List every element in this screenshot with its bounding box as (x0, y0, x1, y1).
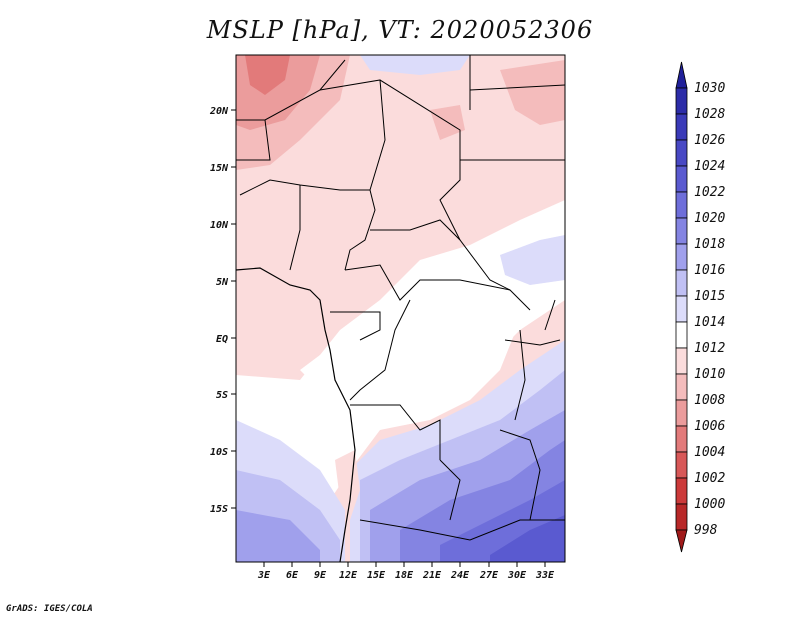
lat-tick-label: 15N (210, 163, 229, 174)
colorbar-label: 1008 (694, 393, 725, 408)
colorbar-swatch (675, 373, 688, 401)
colorbar-label: 1030 (694, 81, 725, 96)
map-frame (235, 54, 566, 563)
colorbar-labels: 1030 1028 1026 1024 1022 1020 1018 1016 … (694, 81, 725, 538)
colorbar-label: 1024 (694, 159, 725, 174)
lon-tick-label: 27E (479, 570, 499, 581)
colorbar-label: 1014 (694, 315, 725, 330)
lon-tick-label: 15E (367, 570, 386, 581)
colorbar-label: 998 (694, 523, 718, 538)
lon-tick-label: 30E (507, 570, 527, 581)
colorbar (675, 61, 688, 553)
colorbar-swatch (675, 113, 688, 141)
colorbar-label: 1004 (694, 445, 725, 460)
lon-tick-labels: 3E 6E 9E 12E 15E 18E 21E 24E 27E 30E 33E (257, 570, 555, 581)
colorbar-swatch (675, 503, 688, 531)
lon-tick-label: 21E (422, 570, 442, 581)
coastline (235, 267, 356, 563)
lon-axis (263, 562, 546, 567)
colorbar-swatch (675, 139, 688, 167)
colorbar-swatch (675, 425, 688, 453)
lat-tick-label: 20N (209, 106, 229, 117)
colorbar-label: 1010 (694, 367, 725, 382)
colorbar-label: 1015 (694, 289, 725, 304)
lat-tick-label: EQ (216, 334, 228, 345)
lon-tick-label: 12E (339, 570, 358, 581)
lon-tick-label: 6E (286, 570, 299, 581)
pressure-field (236, 55, 565, 562)
lat-axis (231, 109, 236, 509)
colorbar-label: 1022 (694, 185, 725, 200)
lon-tick-label: 33E (535, 570, 555, 581)
colorbar-label: 1002 (694, 471, 725, 486)
colorbar-label: 1000 (694, 497, 725, 512)
colorbar-swatch (675, 191, 688, 219)
colorbar-label: 1028 (694, 107, 725, 122)
lat-tick-labels: 20N 15N 10N 5N EQ 5S 10S 15S (209, 106, 229, 515)
lat-tick-label: 5S (216, 390, 228, 401)
colorbar-swatch (675, 321, 688, 349)
colorbar-swatch (675, 165, 688, 193)
colorbar-label: 1026 (694, 133, 725, 148)
colorbar-label: 1012 (694, 341, 725, 356)
colorbar-swatch (675, 269, 688, 297)
colorbar-swatch (675, 477, 688, 505)
lat-tick-label: 15S (210, 504, 228, 515)
colorbar-swatch (675, 87, 688, 115)
country-borders (236, 55, 565, 541)
lat-tick-label: 5N (216, 277, 229, 288)
lon-tick-label: 24E (450, 570, 470, 581)
credit-label: GrADS: IGES/COLA (6, 604, 93, 614)
lon-tick-label: 18E (395, 570, 414, 581)
colorbar-arrow-bottom (675, 529, 688, 553)
colorbar-label: 1020 (694, 211, 725, 226)
colorbar-label: 1016 (694, 263, 725, 278)
colorbar-swatch (675, 243, 688, 271)
colorbar-swatch (675, 399, 688, 427)
lat-tick-label: 10S (210, 447, 228, 458)
colorbar-label: 1018 (694, 237, 725, 252)
colorbar-swatch (675, 217, 688, 245)
colorbar-arrow-top (675, 61, 688, 89)
colorbar-swatch (675, 295, 688, 323)
colorbar-label: 1006 (694, 419, 725, 434)
colorbar-swatch (675, 347, 688, 375)
colorbar-swatch (675, 451, 688, 479)
lon-tick-label: 9E (314, 570, 327, 581)
lon-tick-label: 3E (257, 570, 271, 581)
lat-tick-label: 10N (210, 220, 229, 231)
map-title: MSLP [hPa], VT: 2020052306 (206, 16, 594, 44)
